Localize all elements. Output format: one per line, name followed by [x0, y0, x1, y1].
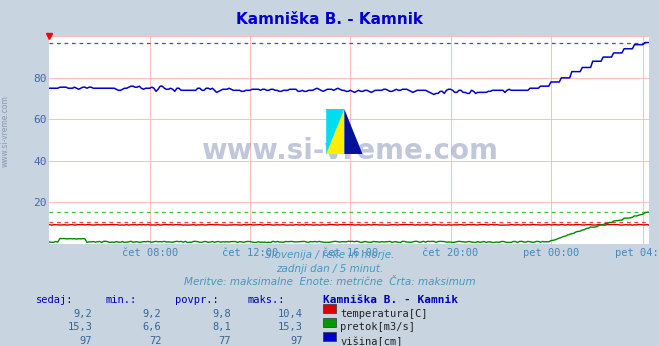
Text: min.:: min.:: [105, 295, 136, 305]
Text: Slovenija / reke in morje.: Slovenija / reke in morje.: [265, 250, 394, 260]
Text: Meritve: maksimalne  Enote: metrične  Črta: maksimum: Meritve: maksimalne Enote: metrične Črta…: [184, 277, 475, 288]
Text: 77: 77: [218, 336, 231, 346]
Text: 72: 72: [149, 336, 161, 346]
Text: 9,8: 9,8: [212, 309, 231, 319]
Text: 9,2: 9,2: [74, 309, 92, 319]
Text: 9,2: 9,2: [143, 309, 161, 319]
Text: 15,3: 15,3: [67, 322, 92, 333]
Text: 8,1: 8,1: [212, 322, 231, 333]
Text: www.si-vreme.com: www.si-vreme.com: [201, 137, 498, 164]
Text: Kamniška B. - Kamnik: Kamniška B. - Kamnik: [323, 295, 458, 305]
Text: višina[cm]: višina[cm]: [340, 336, 403, 346]
Text: povpr.:: povpr.:: [175, 295, 218, 305]
Text: sedaj:: sedaj:: [36, 295, 74, 305]
Text: 97: 97: [291, 336, 303, 346]
Text: 97: 97: [80, 336, 92, 346]
Text: Kamniška B. - Kamnik: Kamniška B. - Kamnik: [236, 12, 423, 27]
Text: www.si-vreme.com: www.si-vreme.com: [1, 95, 10, 167]
Text: maks.:: maks.:: [247, 295, 285, 305]
Text: 10,4: 10,4: [278, 309, 303, 319]
Text: temperatura[C]: temperatura[C]: [340, 309, 428, 319]
Text: 15,3: 15,3: [278, 322, 303, 333]
Text: 6,6: 6,6: [143, 322, 161, 333]
Text: zadnji dan / 5 minut.: zadnji dan / 5 minut.: [276, 264, 383, 274]
Text: pretok[m3/s]: pretok[m3/s]: [340, 322, 415, 333]
